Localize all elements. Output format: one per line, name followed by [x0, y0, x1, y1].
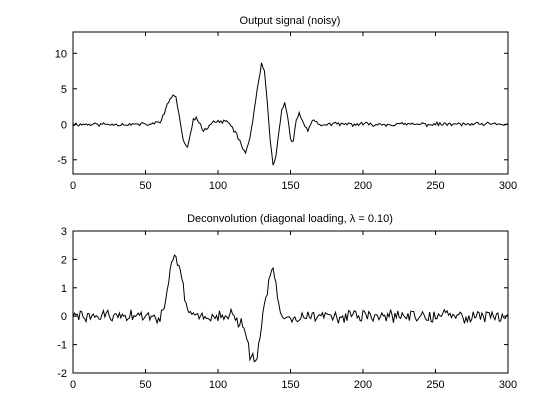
- plot-bottom-axes-box: [72, 230, 509, 374]
- y-tick-label: 5: [61, 84, 67, 96]
- x-tick-label: 250: [426, 379, 444, 391]
- plot-top-title: Output signal (noisy): [240, 15, 341, 27]
- x-tick-label: 50: [139, 180, 151, 192]
- x-tick-label: 200: [354, 379, 372, 391]
- x-tick-label: 300: [499, 379, 517, 391]
- x-tick-label: 150: [281, 379, 299, 391]
- y-tick-label: 10: [55, 48, 67, 60]
- x-tick-label: 0: [70, 379, 76, 391]
- x-tick-label: 100: [209, 180, 227, 192]
- y-tick-label: -5: [57, 155, 67, 167]
- x-tick-label: 300: [499, 180, 517, 192]
- y-tick-label: 2: [61, 254, 67, 266]
- plot-top-x-ticks: 0 50 100 150 200 250 300: [70, 32, 517, 192]
- plot-bottom-deconv-line: [72, 254, 509, 363]
- plot-bottom-title: Deconvolution (diagonal loading, λ = 0.1…: [187, 213, 393, 225]
- y-tick-label: 0: [61, 119, 67, 131]
- x-tick-label: 200: [354, 180, 372, 192]
- plot-bottom-x-ticks: 0 50 100 150 200 250 300: [70, 231, 517, 391]
- y-tick-label: -1: [57, 340, 67, 352]
- x-tick-label: 100: [209, 379, 227, 391]
- x-tick-label: 250: [426, 180, 444, 192]
- plot-bottom: Deconvolution (diagonal loading, λ = 0.1…: [57, 213, 517, 391]
- y-tick-label: 0: [61, 311, 67, 323]
- x-tick-label: 150: [281, 180, 299, 192]
- plot-top-axes-box: [72, 31, 509, 175]
- plot-top-signal-line: [72, 62, 509, 166]
- plot-top: Output signal (noisy) 0 50 100 150 200 250 300…: [55, 15, 517, 192]
- x-tick-label: 0: [70, 180, 76, 192]
- y-tick-label: 1: [61, 283, 67, 295]
- y-tick-label: -2: [57, 368, 67, 380]
- y-tick-label: 3: [61, 226, 67, 238]
- x-tick-label: 50: [139, 379, 151, 391]
